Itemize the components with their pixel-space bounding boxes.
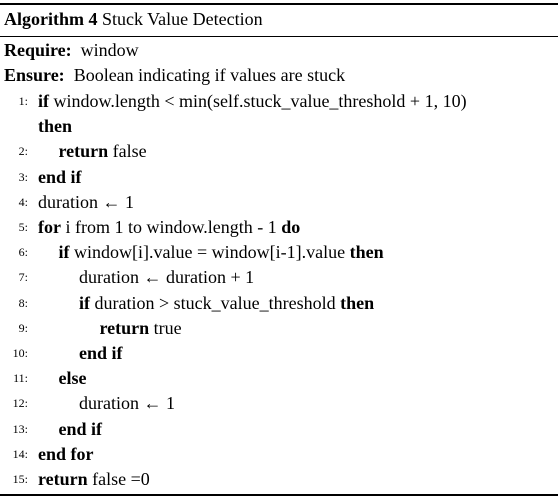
line-number: 6: (18, 245, 28, 260)
statement-text: true (153, 317, 182, 338)
line-number: 2: (18, 144, 28, 159)
keyword: end for (38, 443, 94, 464)
keyword: do (281, 217, 301, 237)
line-text: for i from 1 to window.length - 1 do (38, 215, 300, 240)
statement-text: window[i].value = window[i-1].value (74, 242, 346, 263)
keyword: end if (38, 166, 82, 187)
keyword: return (58, 141, 109, 162)
ensure-keyword: Ensure: (4, 65, 65, 85)
keyword: return (38, 469, 88, 489)
line-text: return false (59, 139, 147, 164)
line-number: 15: (12, 472, 28, 486)
line-text: if window[i].value = window[i-1].value t… (59, 240, 384, 265)
line-text: if window.length < min(self.stuck_value_… (38, 89, 467, 114)
line-number: 1: (18, 94, 28, 108)
require-keyword: Require: (4, 40, 72, 60)
keyword: then (38, 116, 73, 137)
line-number: 14: (12, 446, 28, 461)
line-text: duration ← duration + 1 (79, 265, 254, 290)
algorithm-caption: Algorithm 4 Stuck Value Detection (4, 6, 263, 32)
statement-text: duration > stuck_value_threshold (94, 292, 336, 313)
line-text: else (59, 366, 87, 391)
bottom-rule (0, 494, 558, 496)
statement-text: false =0 (92, 469, 150, 489)
line-number: 9: (18, 320, 28, 335)
line-number: 10: (12, 346, 28, 360)
line-text: return false =0 (38, 467, 150, 492)
keyword: if (58, 242, 70, 263)
algorithm-label: Algorithm 4 (4, 9, 98, 29)
line-number: 11: (13, 371, 28, 386)
statement-text: duration ← duration + 1 (79, 267, 255, 288)
line-text: end if (38, 165, 82, 190)
line-number: 12: (12, 396, 28, 411)
statement-text: duration ← 1 (38, 191, 134, 212)
keyword: end if (58, 418, 103, 439)
keyword: else (58, 368, 87, 389)
line-text: duration ← 1 (38, 190, 134, 215)
top-rule (0, 3, 558, 5)
require-text: window (80, 40, 139, 60)
line-text: end if (79, 341, 123, 366)
line-number: 13: (12, 421, 28, 436)
line-text: return true (100, 316, 182, 341)
caption-rule (0, 36, 558, 37)
statement-text: false (112, 141, 147, 162)
ensure-line: Ensure: Boolean indicating if values are… (4, 63, 345, 88)
ensure-text: Boolean indicating if values are stuck (73, 65, 346, 85)
line-number: 8: (18, 295, 28, 310)
statement-text: window.length < min(self.stuck_value_thr… (53, 91, 467, 111)
keyword: if (79, 292, 90, 313)
line-number: 5: (18, 220, 28, 234)
keyword: then (349, 242, 384, 263)
line-text: then (38, 114, 72, 139)
keyword: end if (79, 343, 123, 363)
line-number: 3: (18, 169, 28, 184)
keyword: return (99, 317, 150, 338)
line-text: duration ← 1 (79, 391, 175, 416)
statement-text: i from 1 to window.length - 1 (65, 217, 277, 237)
require-line: Require: window (4, 38, 139, 63)
keyword: for (38, 217, 61, 237)
algorithm-title: Stuck Value Detection (102, 9, 263, 29)
line-text: end if (59, 417, 103, 442)
line-text: if duration > stuck_value_threshold then (79, 291, 374, 316)
line-number: 7: (18, 270, 28, 285)
line-text: end for (38, 442, 94, 467)
keyword: then (340, 292, 375, 313)
statement-text: duration ← 1 (79, 393, 175, 414)
line-number: 4: (18, 194, 28, 209)
keyword: if (38, 91, 49, 111)
